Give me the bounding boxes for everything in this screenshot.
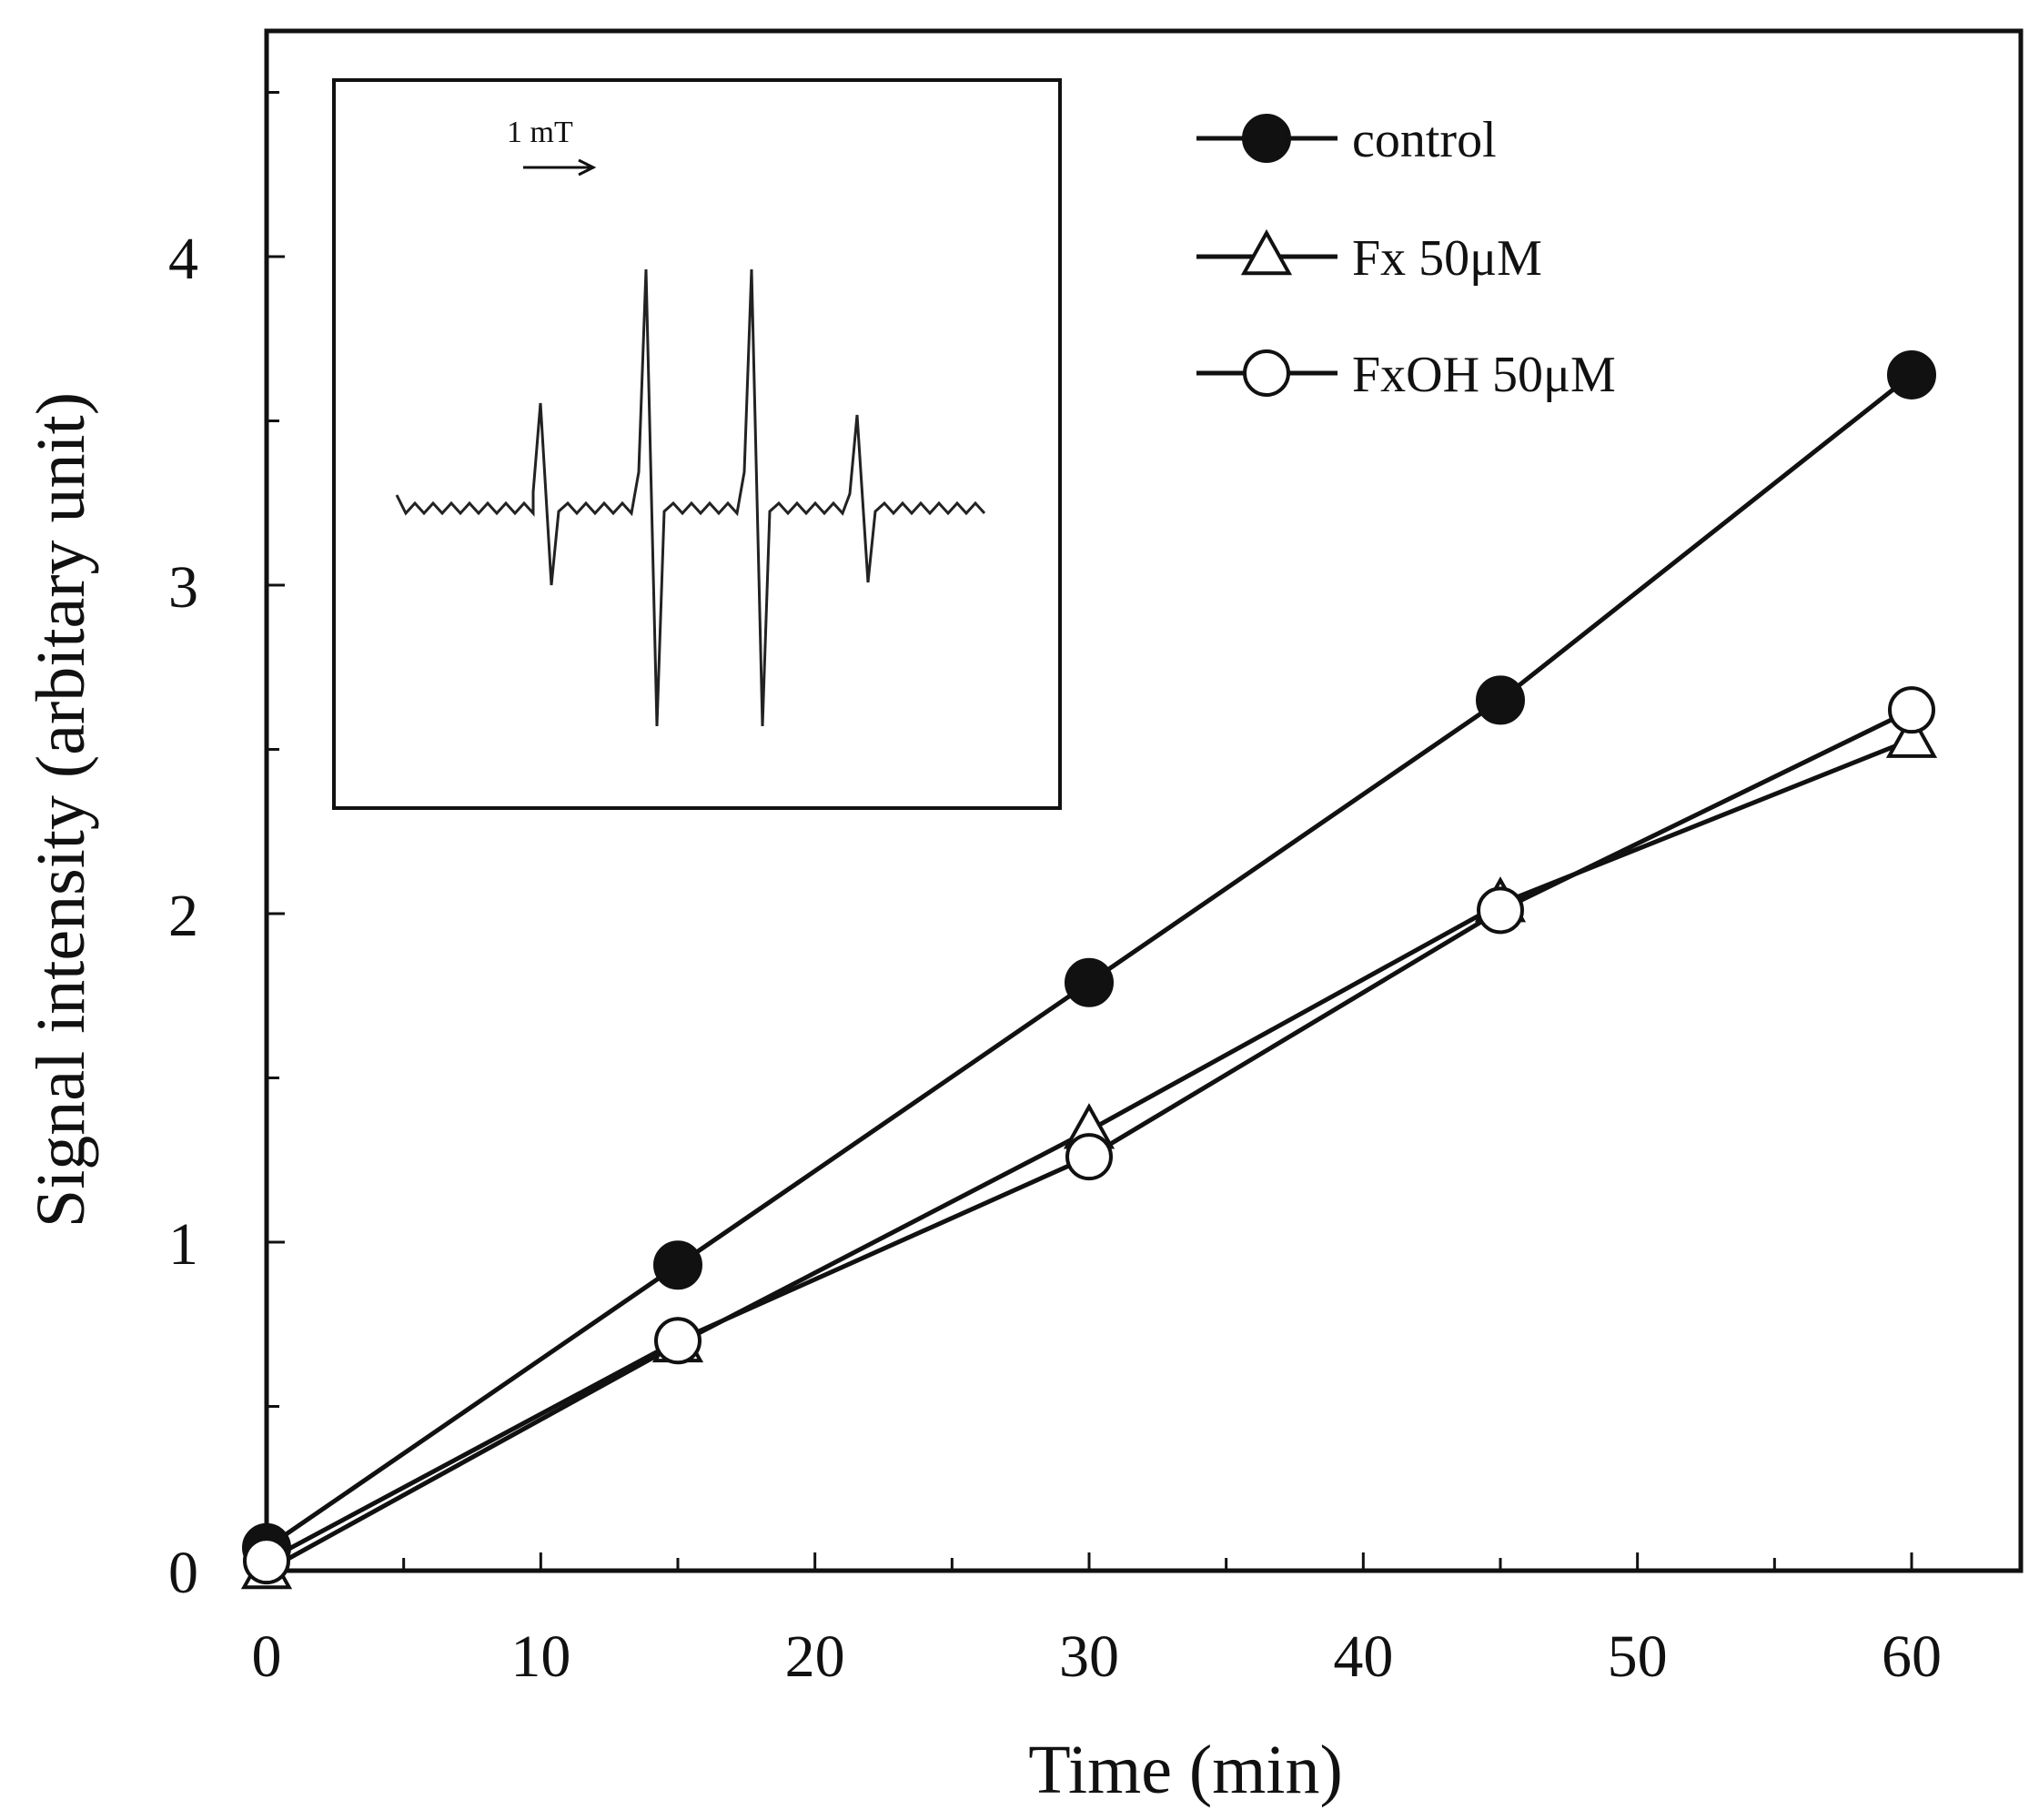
- data-point: [654, 1317, 702, 1365]
- esr-spectrum-trace: [395, 268, 986, 727]
- esr-inset: 1 mT: [332, 78, 1062, 810]
- legend-item: Fx 50μM: [1196, 228, 1542, 287]
- x-axis-title: Time (min): [1028, 1732, 1343, 1808]
- series-layer: [240, 349, 1938, 1590]
- data-point: [1477, 886, 1524, 935]
- legend-item: control: [1196, 112, 1497, 168]
- inset-frame: [332, 78, 1062, 810]
- data-point: [1885, 712, 1938, 758]
- x-tick-label: 10: [510, 1623, 570, 1690]
- x-tick-label: 30: [1059, 1623, 1119, 1690]
- data-point: [1065, 1133, 1113, 1181]
- plot-frame: [264, 28, 2024, 1573]
- legend-label: FxOH 50μM: [1352, 347, 1616, 403]
- y-tick-label: 4: [168, 226, 198, 292]
- series-markers-2: [243, 686, 1935, 1585]
- data-point: [1065, 957, 1114, 1007]
- legend: control Fx 50μM FxOH 50μM: [1196, 112, 1616, 403]
- data-point: [1888, 686, 1935, 734]
- y-axis-title: Signal intensity (arbitary unit): [23, 392, 99, 1228]
- data-point: [653, 1240, 702, 1290]
- axis-ticks: 0 10 20 30 40 50 60 0 1 2 3 4: [168, 91, 1942, 1690]
- y-tick-label: 1: [168, 1211, 198, 1278]
- legend-marker: [1240, 228, 1293, 276]
- y-tick-label: 2: [168, 883, 198, 949]
- legend-marker: [1242, 114, 1291, 163]
- x-tick-label: 50: [1608, 1623, 1668, 1690]
- legend-item: FxOH 50μM: [1196, 347, 1616, 403]
- legend-label: Fx 50μM: [1352, 230, 1542, 287]
- y-tick-label: 0: [168, 1540, 198, 1606]
- data-point: [1887, 349, 1936, 399]
- inset-scale-arrowhead: [578, 158, 597, 177]
- inset-scale-label: 1 mT: [507, 116, 573, 149]
- y-tick-label: 3: [168, 554, 198, 621]
- x-tick-label: 60: [1882, 1623, 1942, 1690]
- x-tick-label: 40: [1333, 1623, 1393, 1690]
- data-point: [1476, 675, 1525, 725]
- legend-label: control: [1352, 112, 1497, 168]
- x-tick-label: 20: [785, 1623, 845, 1690]
- x-tick-label: 0: [252, 1623, 282, 1690]
- legend-marker: [1243, 349, 1290, 397]
- data-point: [243, 1537, 290, 1585]
